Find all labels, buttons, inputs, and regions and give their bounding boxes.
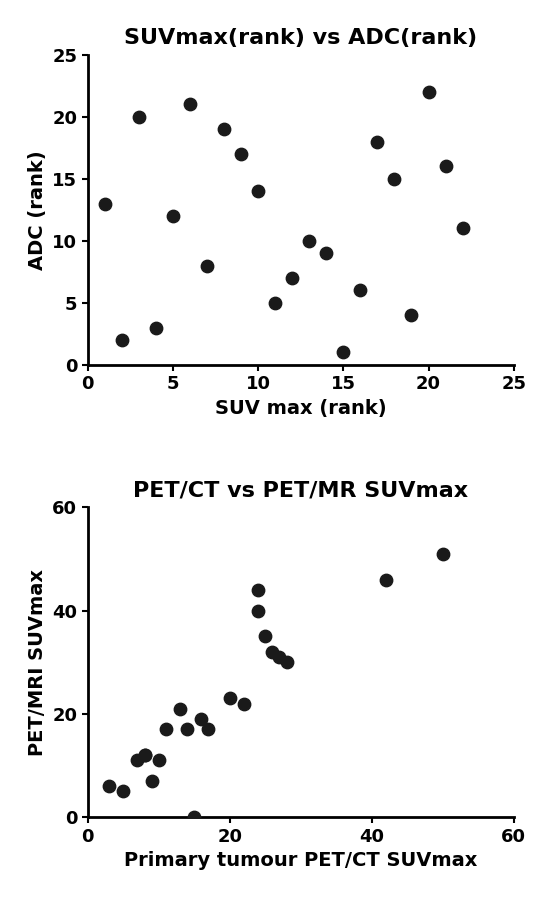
Point [197, 712, 206, 726]
X-axis label: SUV max (rank): SUV max (rank) [215, 399, 387, 418]
Point [407, 308, 416, 322]
Point [151, 321, 160, 335]
Point [390, 172, 399, 186]
Point [339, 345, 348, 359]
Point [373, 135, 382, 149]
Point [271, 295, 280, 310]
Point [441, 159, 450, 173]
Point [117, 333, 126, 348]
Point [203, 259, 212, 273]
Point [305, 233, 314, 248]
Point [225, 691, 234, 706]
Point [237, 147, 245, 162]
Point [322, 246, 331, 260]
Point [254, 583, 263, 597]
Point [382, 573, 391, 587]
Point [147, 774, 156, 788]
Point [135, 110, 143, 124]
Point [219, 122, 228, 136]
X-axis label: Primary tumour PET/CT SUVmax: Primary tumour PET/CT SUVmax [124, 851, 478, 870]
Point [119, 784, 127, 798]
Point [275, 650, 284, 665]
Point [424, 85, 433, 100]
Point [204, 722, 213, 736]
Point [261, 629, 270, 644]
Point [268, 645, 277, 659]
Title: PET/CT vs PET/MR SUVmax: PET/CT vs PET/MR SUVmax [133, 480, 468, 500]
Point [105, 779, 114, 794]
Point [133, 753, 142, 768]
Point [183, 722, 192, 736]
Point [282, 656, 291, 670]
Point [288, 271, 296, 286]
Point [254, 184, 263, 198]
Point [168, 209, 177, 224]
Point [176, 701, 184, 716]
Point [239, 697, 248, 711]
Point [356, 283, 365, 297]
Point [254, 603, 263, 618]
Point [438, 547, 447, 561]
Point [140, 748, 149, 762]
Point [190, 810, 199, 824]
Point [140, 748, 149, 762]
Point [161, 722, 170, 736]
Y-axis label: ADC (rank): ADC (rank) [28, 150, 47, 269]
Point [458, 221, 467, 235]
Point [155, 753, 163, 768]
Title: SUVmax(rank) vs ADC(rank): SUVmax(rank) vs ADC(rank) [124, 28, 478, 48]
Point [186, 97, 194, 111]
Point [100, 197, 109, 211]
Y-axis label: PET/MRI SUVmax: PET/MRI SUVmax [28, 568, 47, 756]
